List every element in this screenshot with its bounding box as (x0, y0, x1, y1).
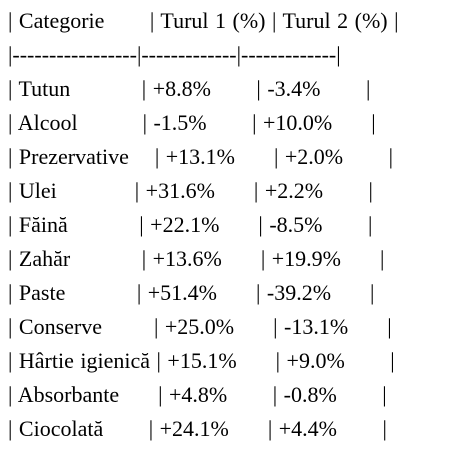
text-line: | Paste | +51.4% | -39.2% | (8, 280, 375, 305)
text-line: | Hârtie igienică | +15.1% | +9.0% | (8, 348, 395, 373)
text-line: | Conserve | +25.0% | -13.1% | (8, 314, 392, 339)
text-line: |-----------------|-------------|-------… (8, 42, 341, 67)
text-line: | Ulei | +31.6% | +2.2% | (8, 178, 373, 203)
text-line: | Categorie | Turul 1 (%) | Turul 2 (%) … (8, 8, 399, 33)
text-line: | Tutun | +8.8% | -3.4% | (8, 76, 371, 101)
text-line: | Ciocolată | +24.1% | +4.4% | (8, 416, 387, 441)
text-line: | Prezervative | +13.1% | +2.0% | (8, 144, 394, 169)
text-line: | Zahăr | +13.6% | +19.9% | (8, 246, 385, 271)
text-line: | Absorbante | +4.8% | -0.8% | (8, 382, 387, 407)
text-line: | Alcool | -1.5% | +10.0% | (8, 110, 376, 135)
text-line: | Făină | +22.1% | -8.5% | (8, 212, 373, 237)
